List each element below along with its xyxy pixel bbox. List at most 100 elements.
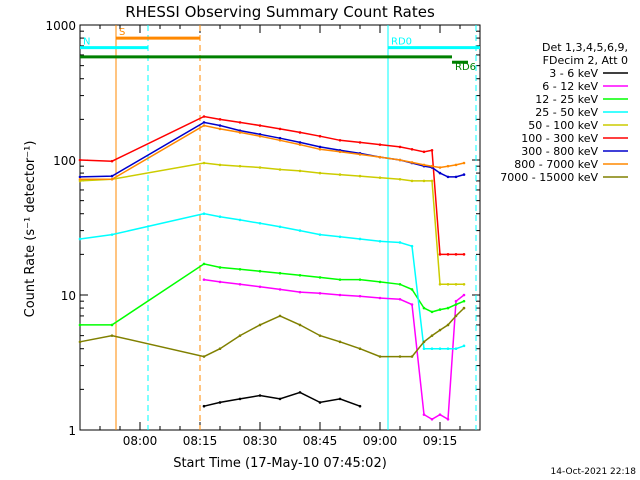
series-1-point-8 bbox=[358, 294, 362, 298]
series-7-point-5 bbox=[258, 134, 262, 138]
series-0-point-8 bbox=[358, 404, 362, 408]
series-7-point-2 bbox=[202, 124, 206, 127]
series-1-point-4 bbox=[278, 288, 282, 291]
legend-label-7: 800 - 7000 keV bbox=[514, 158, 598, 171]
series-4-point-12 bbox=[398, 177, 402, 181]
series-5-point-10 bbox=[358, 141, 362, 144]
series-8-point-5 bbox=[258, 323, 262, 327]
series-2-point-13 bbox=[410, 288, 414, 291]
series-2-point-10 bbox=[358, 278, 362, 281]
series-3-point-16 bbox=[438, 347, 442, 351]
series-2-point-2 bbox=[202, 262, 206, 266]
y-tick-label-2: 100 bbox=[53, 154, 76, 168]
series-7-point-19 bbox=[462, 161, 466, 165]
series-1-point-11 bbox=[410, 303, 414, 306]
x-tick-label-4: 09:00 bbox=[363, 434, 398, 448]
series-4-point-9 bbox=[338, 173, 342, 176]
series-2-point-16 bbox=[438, 308, 442, 311]
series-5-point-18 bbox=[454, 253, 458, 256]
series-0-point-7 bbox=[338, 397, 342, 401]
series-7-point-6 bbox=[278, 138, 282, 142]
legend-label-4: 50 - 100 keV bbox=[528, 119, 598, 132]
series-1-point-9 bbox=[378, 296, 382, 300]
series-3-point-5 bbox=[258, 221, 262, 225]
series-5-point-6 bbox=[278, 127, 282, 131]
series-4-point-13 bbox=[410, 179, 414, 183]
series-2-point-14 bbox=[422, 306, 426, 310]
series-1-point-15 bbox=[446, 418, 450, 421]
series-7-point-14 bbox=[422, 163, 426, 167]
flag-label-2: RD0 bbox=[391, 37, 412, 48]
series-3-point-0 bbox=[78, 237, 82, 241]
series-4-point-7 bbox=[298, 169, 302, 173]
series-1-point-3 bbox=[258, 285, 262, 289]
series-4-point-11 bbox=[378, 176, 382, 179]
series-5-point-5 bbox=[258, 124, 262, 127]
plot-area: 1 10 100 1000 08:00 08:15 08:30 08:45 09:00 09:15… bbox=[45, 19, 481, 448]
series-4-point-19 bbox=[462, 283, 466, 286]
series-2-point-0 bbox=[78, 323, 82, 327]
series-8-point-11 bbox=[378, 355, 382, 358]
series-8-point-19 bbox=[462, 306, 466, 310]
series-2-point-12 bbox=[398, 283, 402, 286]
series-0-point-2 bbox=[238, 397, 242, 401]
flag-label-4: RD6 bbox=[455, 62, 476, 73]
series-6-point-18 bbox=[454, 175, 458, 179]
series-5-point-15 bbox=[430, 148, 434, 152]
series-3-point-2 bbox=[202, 212, 206, 216]
series-4-point-14 bbox=[422, 179, 426, 183]
series-1-point-12 bbox=[422, 413, 426, 416]
series-2-point-8 bbox=[318, 276, 322, 279]
series-8-point-17 bbox=[446, 323, 450, 327]
series-7-point-18 bbox=[454, 163, 458, 167]
series-8-point-4 bbox=[238, 334, 242, 337]
series-5-point-12 bbox=[398, 145, 402, 149]
series-3-point-18 bbox=[454, 347, 458, 351]
series-1-point-17 bbox=[462, 293, 466, 297]
series-0-point-3 bbox=[258, 394, 262, 397]
series-6-point-17 bbox=[446, 175, 450, 179]
series-1-point-6 bbox=[318, 291, 322, 295]
series-5-point-2 bbox=[202, 115, 206, 118]
y-tick-label-3: 1000 bbox=[45, 19, 76, 33]
legend: Det 1,3,4,5,6,9,FDecim 2, Att 03 - 6 keV… bbox=[500, 41, 628, 184]
series-line-6 bbox=[79, 121, 465, 178]
legend-label-0: 3 - 6 keV bbox=[549, 67, 598, 80]
series-7-point-3 bbox=[218, 127, 222, 131]
series-3-point-1 bbox=[110, 233, 114, 236]
series-1-point-5 bbox=[298, 290, 302, 294]
series-1-point-14 bbox=[438, 413, 442, 416]
x-tick-label-3: 08:45 bbox=[303, 434, 338, 448]
y-tick-label-0: 1 bbox=[68, 424, 76, 438]
series-1-point-7 bbox=[338, 293, 342, 297]
series-6-point-4 bbox=[238, 129, 242, 132]
series-5-point-14 bbox=[422, 150, 426, 154]
series-5-point-19 bbox=[462, 253, 466, 256]
series-2-point-18 bbox=[454, 303, 458, 306]
legend-label-1: 6 - 12 keV bbox=[542, 80, 598, 93]
series-line-8 bbox=[79, 307, 465, 358]
series-7-point-7 bbox=[298, 143, 302, 146]
series-8-point-1 bbox=[110, 334, 114, 337]
series-4-point-17 bbox=[446, 283, 450, 286]
series-3-point-13 bbox=[410, 244, 414, 248]
series-1-point-10 bbox=[398, 297, 402, 301]
series-7-point-16 bbox=[438, 166, 442, 169]
series-2-point-6 bbox=[278, 271, 282, 275]
series-8-point-18 bbox=[454, 314, 458, 318]
series-2-point-5 bbox=[258, 269, 262, 273]
series-7-point-11 bbox=[378, 155, 382, 159]
series-4-point-2 bbox=[202, 161, 206, 165]
series-5-point-7 bbox=[298, 131, 302, 134]
series-1-point-2 bbox=[238, 283, 242, 286]
series-8-point-6 bbox=[278, 314, 282, 318]
series-2-point-1 bbox=[110, 323, 114, 327]
series-line-2 bbox=[80, 263, 465, 326]
series-8-point-16 bbox=[438, 328, 442, 332]
series-7-point-12 bbox=[398, 158, 402, 162]
series-4-point-4 bbox=[238, 164, 242, 168]
series-3-point-11 bbox=[378, 239, 382, 243]
y-tick-label-1: 10 bbox=[61, 289, 76, 303]
series-2-point-7 bbox=[298, 273, 302, 277]
